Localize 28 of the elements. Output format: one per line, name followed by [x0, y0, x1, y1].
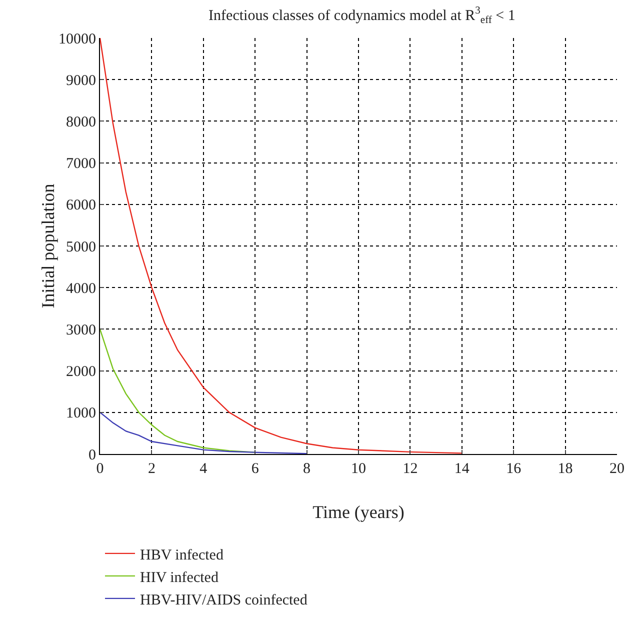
y-tick-label: 0 — [88, 447, 96, 464]
x-tick-label: 8 — [303, 461, 311, 477]
y-tick-label: 1000 — [66, 406, 96, 422]
y-tick-label: 6000 — [66, 198, 96, 214]
chart-title: Infectious classes of codynamics model at R$^{3}$$_{eff}$ < 1 — [208, 6, 516, 26]
x-tick-label: 12 — [402, 461, 418, 477]
y-tick-label: 7000 — [66, 156, 96, 172]
x-tick-label: 10 — [351, 461, 366, 477]
y-axis-title: Initial population — [38, 184, 58, 308]
y-tick-label: 4000 — [66, 280, 96, 297]
x-tick-label: 20 — [610, 461, 624, 477]
x-tick-label: 14 — [454, 461, 470, 477]
y-tick-label: 2000 — [66, 364, 96, 380]
y-tick-label: 10000 — [58, 31, 96, 48]
x-axis-title: Time (years) — [312, 502, 404, 522]
legend-label: HBV infected — [140, 547, 224, 564]
y-tick-label: 5000 — [66, 239, 96, 256]
x-tick-label: 16 — [506, 461, 522, 477]
x-tick-label: 6 — [251, 461, 260, 477]
legend-label: HBV-HIV/AIDS coinfected — [140, 592, 308, 608]
y-tick-label: 9000 — [66, 72, 96, 89]
y-tick-label: 3000 — [66, 322, 96, 338]
y-tick-label: 8000 — [66, 114, 96, 130]
x-tick-label: 2 — [148, 461, 156, 477]
x-tick-label: 18 — [558, 461, 573, 477]
legend-label: HIV infected — [140, 570, 219, 586]
x-tick-label: 4 — [200, 461, 208, 477]
line-series — [100, 412, 308, 454]
